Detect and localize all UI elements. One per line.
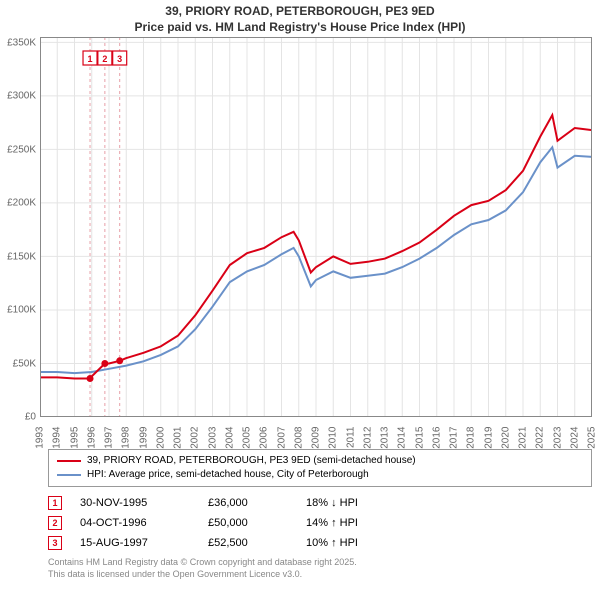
legend-box: 39, PRIORY ROAD, PETERBOROUGH, PE3 9ED (… [48,449,592,487]
sale-row: 3 15-AUG-1997 £52,500 10% ↑ HPI [48,533,592,553]
legend-row: 39, PRIORY ROAD, PETERBOROUGH, PE3 9ED (… [57,454,583,468]
x-tick-label: 2003 [207,427,218,449]
x-tick-label: 2025 [587,427,598,449]
x-tick-label: 2022 [535,427,546,449]
x-tick-label: 2017 [449,427,460,449]
x-tick-label: 2005 [242,427,253,449]
x-tick-label: 2015 [414,427,425,449]
chart-svg: 123 [40,37,592,417]
sale-marker-point [101,360,108,367]
y-tick-label: £200K [7,198,36,209]
x-tick-label: 1994 [52,427,63,449]
x-tick-label: 1998 [121,427,132,449]
x-tick-label: 2013 [380,427,391,449]
sale-row-delta: 14% ↑ HPI [306,517,396,529]
x-tick-label: 2006 [259,427,270,449]
x-tick-label: 2024 [569,427,580,449]
chart-title-block: 39, PRIORY ROAD, PETERBOROUGH, PE3 9ED P… [0,0,600,37]
y-tick-label: £350K [7,37,36,48]
y-tick-label: £300K [7,91,36,102]
x-tick-label: 2023 [552,427,563,449]
legend-label: 39, PRIORY ROAD, PETERBOROUGH, PE3 9ED (… [87,454,416,468]
sale-row-delta: 18% ↓ HPI [306,497,396,509]
sale-marker-point [116,357,123,364]
legend-label: HPI: Average price, semi-detached house,… [87,468,369,482]
sale-marker-point [87,375,94,382]
x-tick-label: 2000 [155,427,166,449]
sale-row-delta: 10% ↑ HPI [306,537,396,549]
footer-note: Contains HM Land Registry data © Crown c… [48,557,592,580]
x-tick-label: 2007 [276,427,287,449]
sale-row-date: 04-OCT-1996 [80,517,190,529]
x-tick-label: 2018 [466,427,477,449]
x-tick-label: 2020 [500,427,511,449]
x-tick-label: 2019 [483,427,494,449]
legend-row: HPI: Average price, semi-detached house,… [57,468,583,482]
chart-area: 123 £0£50K£100K£150K£200K£250K£300K£350K… [40,37,592,417]
chart-title-line2: Price paid vs. HM Land Registry's House … [0,20,600,36]
x-tick-label: 2001 [173,427,184,449]
sales-table: 1 30-NOV-1995 £36,000 18% ↓ HPI 2 04-OCT-1996… [48,493,592,553]
x-tick-label: 2008 [293,427,304,449]
sale-row-marker: 2 [48,516,62,530]
footer-line2: This data is licensed under the Open Gov… [48,569,592,581]
y-tick-label: £150K [7,251,36,262]
x-tick-label: 1997 [104,427,115,449]
sale-row-date: 15-AUG-1997 [80,537,190,549]
x-tick-label: 2009 [311,427,322,449]
x-tick-label: 2021 [518,427,529,449]
y-tick-label: £100K [7,305,36,316]
x-tick-label: 1993 [35,427,46,449]
sale-marker-label: 3 [117,54,122,64]
chart-title-line1: 39, PRIORY ROAD, PETERBOROUGH, PE3 9ED [0,4,600,20]
x-tick-label: 2011 [345,427,356,449]
footer-line1: Contains HM Land Registry data © Crown c… [48,557,592,569]
y-tick-label: £250K [7,144,36,155]
sale-row-marker: 3 [48,536,62,550]
x-tick-label: 2014 [397,427,408,449]
x-tick-label: 2002 [190,427,201,449]
sale-row: 2 04-OCT-1996 £50,000 14% ↑ HPI [48,513,592,533]
legend-swatch [57,460,81,462]
sale-row-marker: 1 [48,496,62,510]
sale-row: 1 30-NOV-1995 £36,000 18% ↓ HPI [48,493,592,513]
sale-row-price: £50,000 [208,517,288,529]
x-tick-label: 2010 [328,427,339,449]
sale-row-price: £36,000 [208,497,288,509]
sale-marker-label: 1 [88,54,93,64]
legend-swatch [57,474,81,476]
x-tick-label: 1996 [86,427,97,449]
x-tick-label: 2004 [224,427,235,449]
x-tick-label: 2016 [431,427,442,449]
x-tick-label: 1995 [69,427,80,449]
x-tick-label: 2012 [362,427,373,449]
sale-marker-label: 2 [102,54,107,64]
x-tick-label: 1999 [138,427,149,449]
y-tick-label: £0 [25,412,36,423]
sale-row-price: £52,500 [208,537,288,549]
y-tick-label: £50K [13,358,36,369]
sale-row-date: 30-NOV-1995 [80,497,190,509]
